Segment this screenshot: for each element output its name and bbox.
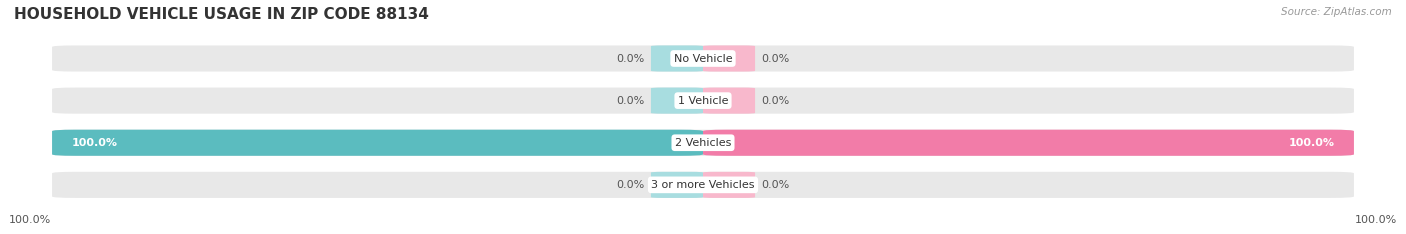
Text: 0.0%: 0.0% — [616, 96, 644, 106]
FancyBboxPatch shape — [703, 130, 1354, 156]
Text: No Vehicle: No Vehicle — [673, 54, 733, 63]
Text: 100.0%: 100.0% — [8, 215, 51, 225]
FancyBboxPatch shape — [703, 172, 755, 198]
Text: 0.0%: 0.0% — [762, 54, 790, 63]
Text: 3 or more Vehicles: 3 or more Vehicles — [651, 180, 755, 190]
Text: HOUSEHOLD VEHICLE USAGE IN ZIP CODE 88134: HOUSEHOLD VEHICLE USAGE IN ZIP CODE 8813… — [14, 7, 429, 22]
Text: 0.0%: 0.0% — [762, 180, 790, 190]
FancyBboxPatch shape — [651, 172, 703, 198]
Text: 2 Vehicles: 2 Vehicles — [675, 138, 731, 148]
FancyBboxPatch shape — [52, 88, 1354, 114]
Text: 100.0%: 100.0% — [72, 138, 118, 148]
Text: Source: ZipAtlas.com: Source: ZipAtlas.com — [1281, 7, 1392, 17]
Text: 0.0%: 0.0% — [762, 96, 790, 106]
Text: 0.0%: 0.0% — [616, 54, 644, 63]
FancyBboxPatch shape — [651, 45, 703, 72]
FancyBboxPatch shape — [52, 172, 1354, 198]
Text: 0.0%: 0.0% — [616, 180, 644, 190]
FancyBboxPatch shape — [703, 88, 755, 114]
Text: 100.0%: 100.0% — [1288, 138, 1334, 148]
FancyBboxPatch shape — [52, 45, 1354, 72]
FancyBboxPatch shape — [651, 88, 703, 114]
Text: 100.0%: 100.0% — [1355, 215, 1398, 225]
Text: 1 Vehicle: 1 Vehicle — [678, 96, 728, 106]
FancyBboxPatch shape — [703, 45, 755, 72]
FancyBboxPatch shape — [52, 130, 703, 156]
FancyBboxPatch shape — [52, 130, 1354, 156]
